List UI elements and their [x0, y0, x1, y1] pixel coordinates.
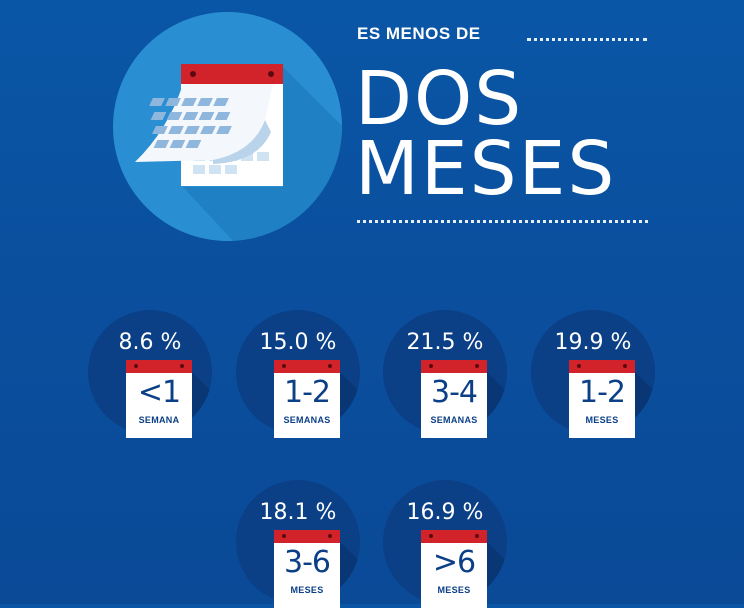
calendar-icon: >6 MESES	[421, 530, 487, 608]
dotted-divider-bottom	[357, 220, 648, 223]
title-line-2: MESES	[355, 126, 617, 212]
stat-percent: 16.9 %	[406, 500, 484, 525]
stat-percent: 8.6 %	[118, 330, 182, 355]
dotted-divider-top	[527, 38, 647, 41]
stat-unit: SEMANA	[138, 415, 180, 425]
calendar-icon: 1-2 MESES	[569, 360, 635, 438]
title-line-1: DOS	[355, 56, 524, 142]
calendar-icon: <1 SEMANA	[126, 360, 192, 438]
stat-percent: 15.0 %	[259, 330, 337, 355]
stat-unit: SEMANAS	[430, 415, 478, 425]
stat-range: 3-4	[431, 375, 478, 410]
stat-range: <1	[137, 375, 181, 410]
stat-card: 21.5 % 3-4 SEMANAS	[383, 310, 507, 438]
stat-unit: MESES	[290, 585, 324, 595]
stat-card: 18.1 % 3-6 MESES	[236, 480, 360, 608]
stat-unit: MESES	[437, 585, 471, 595]
stat-range: 3-6	[284, 545, 331, 580]
stat-percent: 18.1 %	[259, 500, 337, 525]
stat-unit: SEMANAS	[283, 415, 331, 425]
stat-card: 19.9 % 1-2 MESES	[531, 310, 655, 438]
stat-range: 1-2	[284, 375, 331, 410]
stat-unit: MESES	[585, 415, 619, 425]
stat-card: 16.9 % >6 MESES	[383, 480, 507, 608]
calendar-icon: 3-6 MESES	[274, 530, 340, 608]
stat-percent: 19.9 %	[554, 330, 632, 355]
subtitle: ES MENOS DE	[357, 24, 481, 43]
stat-card: 15.0 % 1-2 SEMANAS	[236, 310, 360, 438]
stat-percent: 21.5 %	[406, 330, 484, 355]
stat-range: >6	[432, 545, 476, 580]
stat-range: 1-2	[579, 375, 626, 410]
hero-calendar-circle	[113, 12, 342, 241]
calendar-page-flip-icon	[135, 64, 342, 241]
calendar-icon: 1-2 SEMANAS	[274, 360, 340, 438]
stat-card: 8.6 % <1 SEMANA	[88, 310, 212, 438]
calendar-icon: 3-4 SEMANAS	[421, 360, 487, 438]
